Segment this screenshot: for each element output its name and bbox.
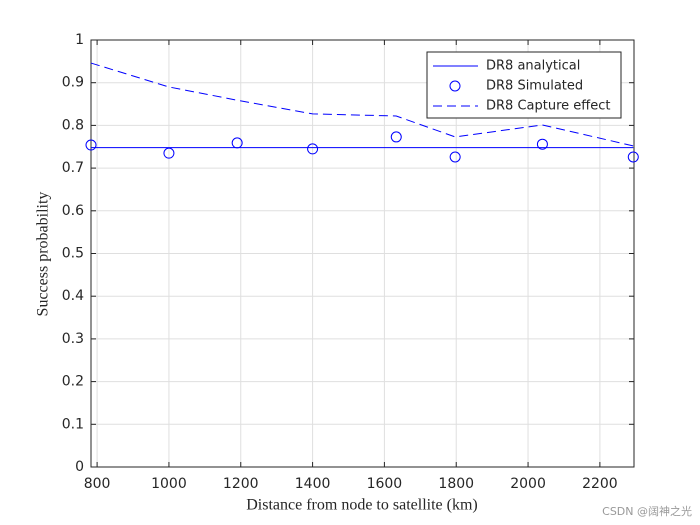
y-tick-label: 0 bbox=[75, 459, 84, 475]
x-tick-label: 2000 bbox=[510, 476, 546, 492]
y-axis-label: Success probability bbox=[35, 192, 52, 317]
x-tick-label: 1200 bbox=[223, 476, 259, 492]
y-tick-label: 0.4 bbox=[62, 288, 84, 304]
series-marker bbox=[449, 151, 461, 163]
series-marker bbox=[390, 131, 402, 143]
y-tick-label: 0.5 bbox=[62, 246, 84, 262]
x-tick-label: 1400 bbox=[295, 476, 331, 492]
legend-label: DR8 Capture effect bbox=[486, 99, 610, 114]
legend-label: DR8 Simulated bbox=[486, 79, 583, 94]
y-tick-label: 0.7 bbox=[62, 160, 84, 176]
y-tick-label: 0.2 bbox=[62, 374, 84, 390]
legend-marker bbox=[449, 80, 461, 92]
series-marker bbox=[536, 138, 548, 150]
x-tick-label: 1000 bbox=[151, 476, 187, 492]
x-axis-label: Distance from node to satellite (km) bbox=[246, 497, 477, 514]
y-tick-label: 0.1 bbox=[62, 416, 84, 432]
x-tick-label: 1800 bbox=[438, 476, 474, 492]
y-tick-label: 0.8 bbox=[62, 117, 84, 133]
series-line bbox=[90, 62, 634, 147]
series-marker bbox=[163, 147, 175, 159]
y-tick-label: 1 bbox=[75, 32, 84, 48]
legend-box bbox=[426, 51, 622, 119]
series-marker bbox=[627, 151, 639, 163]
axes-box bbox=[90, 39, 635, 468]
series-marker bbox=[85, 139, 97, 151]
watermark: CSDN @阔神之光 bbox=[602, 504, 692, 518]
series-marker bbox=[231, 137, 243, 149]
x-tick-label: 2200 bbox=[582, 476, 618, 492]
legend-label: DR8 analytical bbox=[486, 59, 580, 74]
y-tick-label: 0.3 bbox=[62, 331, 84, 347]
x-tick-label: 1600 bbox=[367, 476, 403, 492]
x-tick-label: 800 bbox=[84, 476, 111, 492]
y-tick-label: 0.6 bbox=[62, 203, 84, 219]
series-marker bbox=[307, 143, 319, 155]
y-tick-label: 0.9 bbox=[62, 75, 84, 91]
